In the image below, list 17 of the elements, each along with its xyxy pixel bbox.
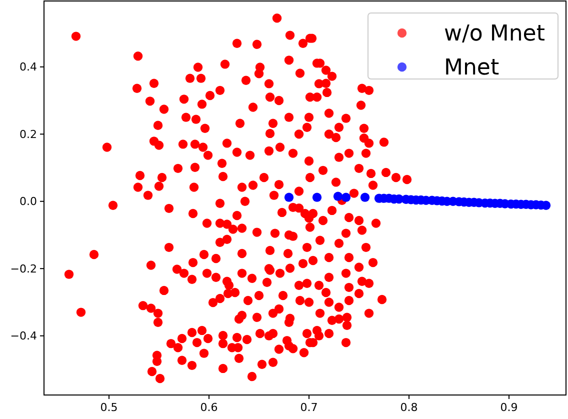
point [341,192,351,202]
point [284,192,294,202]
x-tick-label: 0.7 [300,401,318,414]
legend-label: w/o Mnet [444,22,546,47]
x-tick-label: 0.8 [400,401,418,414]
x-tick-label: 0.5 [100,401,118,414]
y-tick-label: 0.2 [20,128,37,141]
y-tick-label: 0.0 [20,195,37,208]
x-tick-label: 0.6 [200,401,218,414]
point [312,192,322,202]
x-tick-label: 0.9 [500,401,518,414]
y-tick-label: −0.4 [10,330,37,343]
point [333,192,343,201]
y-tick-label: −0.2 [10,262,37,276]
point [360,192,370,202]
y-tick-label: 0.4 [20,60,37,74]
legend-label: Mnet [444,56,500,81]
